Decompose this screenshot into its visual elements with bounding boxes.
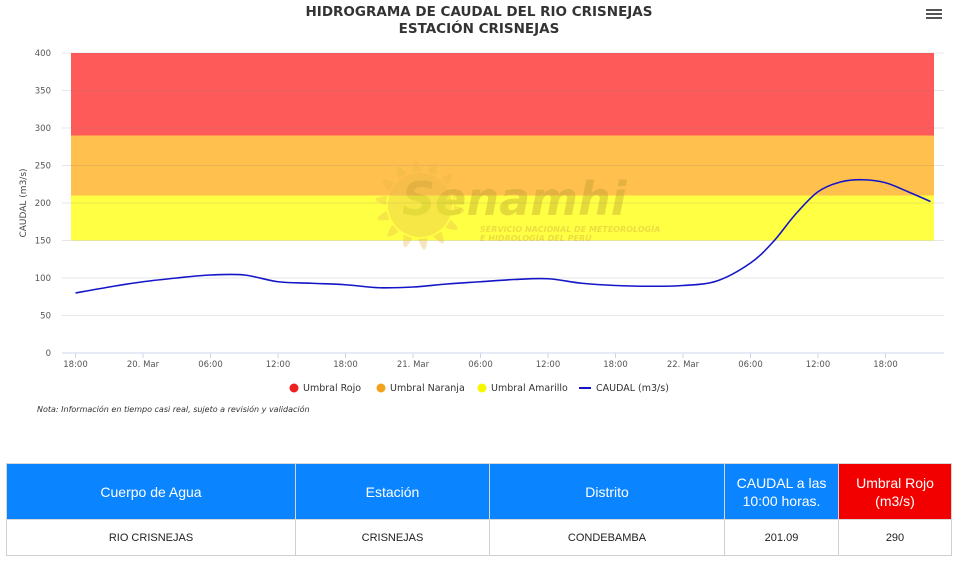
x-tick-label: 18:00	[873, 360, 898, 370]
col-header-estacion: Estación	[295, 463, 490, 520]
legend-label: Umbral Naranja	[390, 383, 465, 394]
station-table: Cuerpo de Agua Estación Distrito CAUDAL …	[6, 463, 952, 556]
x-tick-label: 12:00	[536, 360, 561, 370]
legend-marker	[477, 383, 487, 393]
watermark-brand: Senamhi	[402, 172, 628, 226]
legend-marker	[376, 383, 386, 393]
x-tick-label: 06:00	[738, 360, 763, 370]
series-caudal	[75, 178, 931, 294]
legend-label: Umbral Amarillo	[491, 383, 568, 394]
series-line-caudal	[75, 178, 931, 294]
x-tick-label: 18:00	[603, 360, 628, 370]
x-tick-label: 18:00	[333, 360, 358, 370]
col-header-caudal: CAUDAL a las 10:00 horas.	[724, 463, 839, 520]
watermark-line2: E HIDROLOGÍA DEL PERÚ	[480, 232, 592, 243]
cell-cuerpo: RIO CRISNEJAS	[6, 519, 296, 556]
col-header-distrito: Distrito	[489, 463, 725, 520]
watermark-line1: SERVICIO NACIONAL DE METEOROLOGÍA	[480, 223, 660, 234]
chart-title: HIDROGRAMA DE CAUDAL DEL RIO CRISNEJAS E…	[0, 4, 958, 38]
hamburger-menu-icon[interactable]	[924, 6, 944, 24]
y-tick-label: 100	[35, 274, 51, 284]
legend-item[interactable]: Umbral Naranja	[376, 383, 465, 394]
axes: 0 50 100 150 200 250 300 350 400 18:00 20. Mar 06:0…	[35, 49, 944, 370]
x-tick-label: 06:00	[468, 360, 493, 370]
chart-plot: Senamhi SERVICIO NACIONAL DE METEOROLOGÍ…	[19, 49, 944, 394]
legend-label: Umbral Rojo	[303, 383, 361, 394]
table-row: RIO CRISNEJAS CRISNEJAS CONDEBAMBA 201.0…	[6, 519, 952, 556]
y-tick-label: 150	[35, 237, 51, 247]
legend: Umbral Rojo Umbral Naranja Umbral Amarillo…	[289, 383, 669, 394]
cell-umbral-rojo: 290	[838, 519, 952, 556]
legend-label: CAUDAL (m3/s)	[596, 383, 669, 394]
threshold-bands	[71, 53, 934, 241]
legend-marker	[289, 383, 299, 393]
col-header-cuerpo: Cuerpo de Agua	[6, 463, 296, 520]
x-tick-label: 22. Mar	[667, 360, 700, 370]
chart-subtitle: ESTACIÓN CRISNEJAS	[398, 21, 560, 37]
band-umbral-rojo	[71, 53, 934, 136]
y-tick-label: 0	[46, 349, 51, 359]
legend-item[interactable]: CAUDAL (m3/s)	[579, 383, 669, 394]
cell-caudal: 201.09	[724, 519, 839, 556]
y-tick-label: 400	[35, 49, 51, 59]
y-tick-label: 300	[35, 124, 51, 134]
y-tick-label: 350	[35, 87, 51, 97]
senamhi-watermark: Senamhi SERVICIO NACIONAL DE METEOROLOGÍ…	[375, 160, 660, 250]
y-tick-label: 200	[35, 199, 51, 209]
chart-title-line1: HIDROGRAMA DE CAUDAL DEL RIO CRISNEJAS	[305, 4, 653, 20]
cell-estacion: CRISNEJAS	[295, 519, 490, 556]
y-axis-label: CAUDAL (m3/s)	[19, 168, 29, 237]
y-tick-label: 50	[40, 312, 51, 322]
band-umbral-naranja	[71, 135, 934, 196]
x-tick-label: 12:00	[266, 360, 291, 370]
x-tick-label: 06:00	[198, 360, 223, 370]
chart-note: Nota: Información en tiempo casi real, s…	[37, 405, 310, 414]
cell-distrito: CONDEBAMBA	[489, 519, 725, 556]
band-umbral-amarillo	[71, 195, 934, 241]
y-tick-label: 250	[35, 162, 51, 172]
x-tick-label: 21. Mar	[397, 360, 430, 370]
col-header-umbral-rojo: Umbral Rojo (m3/s)	[838, 463, 952, 520]
x-tick-label: 18:00	[63, 360, 88, 370]
x-tick-label: 20. Mar	[127, 360, 160, 370]
table-header-row: Cuerpo de Agua Estación Distrito CAUDAL …	[6, 463, 952, 520]
legend-item[interactable]: Umbral Amarillo	[477, 383, 569, 394]
sun-logo-icon	[375, 160, 465, 250]
legend-item[interactable]: Umbral Rojo	[289, 383, 362, 394]
x-tick-label: 12:00	[806, 360, 831, 370]
